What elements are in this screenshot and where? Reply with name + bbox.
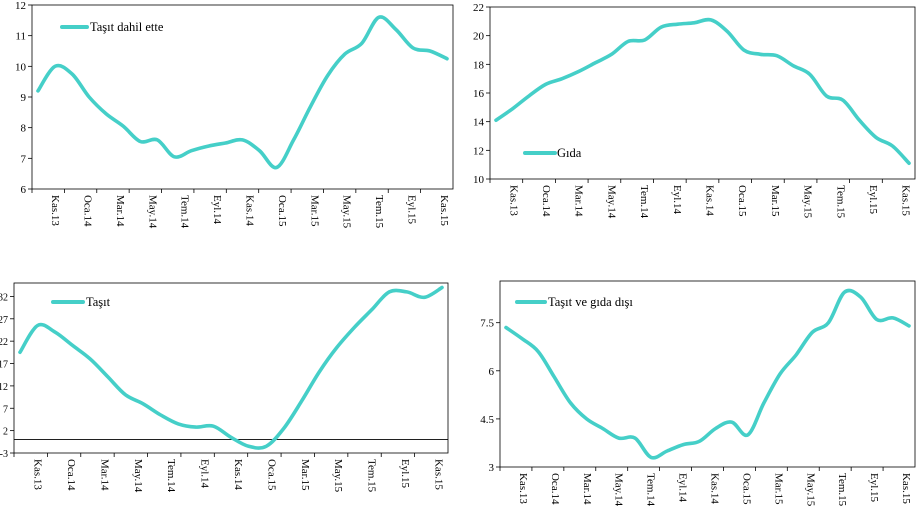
x-tick-label: Oca.15: [265, 459, 277, 491]
chart-panel-1: 6 7 8 9 10 11 12 Kas.13 Oca.14 Mar.14 May.14 Tem.14…: [15, 0, 454, 229]
x-tick-label: Kas.13: [32, 459, 44, 490]
y-tick-label: 32: [0, 292, 8, 303]
x-tick-label: May.14: [132, 459, 144, 493]
x-tick-label: Eyl.14: [677, 473, 689, 503]
series-line: [494, 17, 911, 165]
x-tick-label: Oca.14: [82, 195, 94, 227]
x-tick-label: Eyl.15: [399, 459, 411, 489]
chart-panel-4: 3 4.5 6 7.5 Kas.13 Oca.14 Mar.14 May.14 Tem.14 Ey…: [480, 280, 916, 507]
y-tick-label: -3: [0, 449, 8, 460]
y-tick-label: 12: [15, 0, 26, 12]
y-tick-label: 8: [21, 123, 27, 135]
y-tick-label: 4.5: [480, 414, 494, 426]
legend-label: Taşıt ve gıda dışı: [548, 295, 633, 309]
x-tick-label: May.14: [613, 473, 625, 507]
x-tick-label: Tem.14: [179, 195, 191, 229]
x-tick-label: May.15: [804, 473, 816, 507]
plot-frame: [13, 282, 449, 454]
y-tick-label: 18: [473, 59, 485, 71]
x-tick-label: Mar.15: [299, 459, 311, 491]
y-tick-label: 20: [473, 31, 485, 43]
legend-label: Gıda: [557, 146, 582, 160]
y-tick-label: 7.5: [480, 318, 494, 330]
y-tick-label: 9: [21, 92, 27, 104]
x-tick-label: Eyl.15: [405, 195, 417, 225]
x-tick-label: Tem.15: [373, 195, 385, 229]
y-tick-label: 10: [15, 61, 27, 73]
y-tick-label: 27: [0, 315, 8, 326]
legend-label: Taşıt: [86, 295, 111, 309]
x-tick-label: Oca.14: [65, 459, 77, 491]
x-tick-label: Kas.14: [244, 195, 256, 226]
y-tick-label: 7: [3, 404, 8, 415]
x-tick-label: Kas.14: [232, 459, 244, 490]
x-tick-label: May.14: [605, 185, 617, 219]
x-tick-label: Eyl.15: [867, 185, 879, 215]
series-line: [36, 15, 449, 170]
x-tick-label: Eyl.14: [671, 185, 683, 215]
x-tick-label: Mar.15: [772, 473, 784, 505]
legend-label: Taşıt dahil ette: [90, 20, 164, 34]
x-tick-label: Mar.14: [114, 195, 126, 227]
x-tick-label: Tem.15: [834, 185, 846, 219]
plot-frame: [499, 280, 916, 468]
series-line: [18, 285, 444, 450]
x-tick-label: Tem.14: [638, 185, 650, 219]
x-tick-label: May.15: [341, 195, 353, 229]
y-tick-label: 11: [15, 31, 26, 43]
chart-panel-2: 10 12 14 16 18 20 22 Kas.13 Oca.14 Mar.14 May.14 Te…: [473, 2, 916, 219]
x-tick-label: Eyl.14: [199, 459, 211, 489]
x-tick-label: Tem.14: [645, 473, 657, 507]
x-tick-label: Kas.15: [900, 473, 912, 504]
x-tick-label: Oca.15: [736, 185, 748, 217]
x-tick-label: Kas.13: [49, 195, 61, 226]
x-tick-label: Tem.14: [165, 459, 177, 493]
y-tick-label: 16: [473, 88, 485, 100]
y-tick-label: 3: [489, 462, 495, 474]
y-tick-label: 10: [473, 174, 485, 186]
x-tick-label: Kas.14: [709, 473, 721, 504]
x-tick-label: Oca.14: [540, 185, 552, 217]
x-tick-label: Eyl.15: [868, 473, 880, 503]
x-tick-label: Mar.15: [308, 195, 320, 227]
y-tick-label: 7: [21, 153, 27, 165]
y-tick-label: 6: [489, 366, 495, 378]
x-tick-label: Oca.15: [740, 473, 752, 505]
y-tick-label: 2: [3, 427, 8, 438]
x-tick-label: Mar.14: [98, 459, 110, 491]
x-tick-label: Tem.15: [836, 473, 848, 507]
x-tick-label: Kas.13: [517, 473, 529, 504]
x-tick-label: May.15: [802, 185, 814, 219]
series-line: [504, 288, 911, 460]
y-tick-label: 17: [0, 360, 8, 371]
x-tick-label: May.14: [146, 195, 158, 229]
x-tick-label: Tem.15: [366, 459, 378, 493]
x-tick-label: Kas.13: [507, 185, 519, 216]
y-tick-label: 12: [0, 382, 8, 393]
y-tick-label: 22: [473, 2, 484, 14]
x-tick-label: Mar.15: [769, 185, 781, 217]
x-tick-label: Oca.14: [549, 473, 561, 505]
x-tick-label: Mar.14: [573, 185, 585, 217]
y-tick-label: 22: [0, 337, 8, 348]
x-tick-label: Kas.14: [704, 185, 716, 216]
x-tick-label: Eyl.14: [211, 195, 223, 225]
x-tick-label: Kas.15: [900, 185, 912, 216]
y-tick-label: 12: [473, 145, 484, 157]
y-tick-label: 6: [21, 184, 27, 196]
x-tick-label: Mar.14: [581, 473, 593, 505]
x-tick-label: Kas.15: [432, 459, 444, 490]
x-tick-label: Oca.15: [276, 195, 288, 227]
x-tick-label: May.15: [332, 459, 344, 493]
x-tick-label: Kas.15: [438, 195, 450, 226]
y-tick-label: 14: [473, 117, 485, 129]
